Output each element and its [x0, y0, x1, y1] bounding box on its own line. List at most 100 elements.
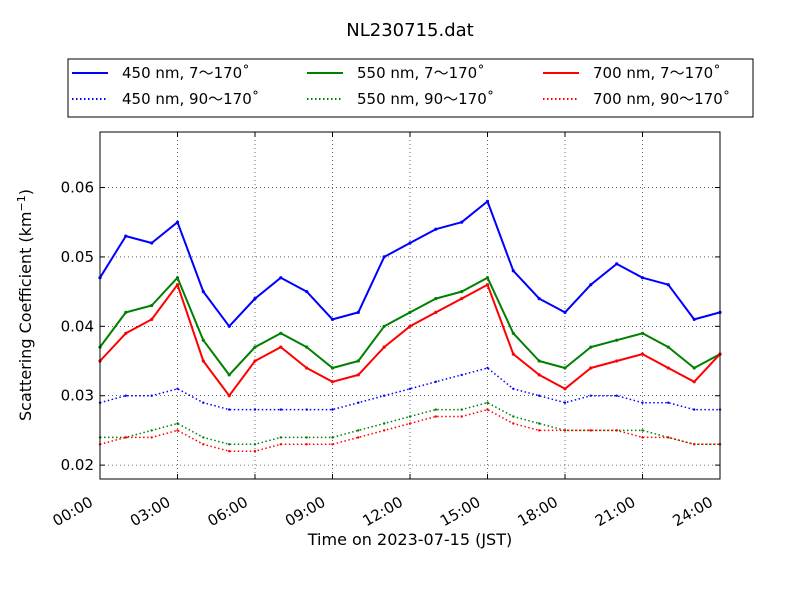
data-point	[124, 234, 128, 238]
data-point	[279, 436, 282, 439]
y-axis-label-base: Scattering Coefficient (km	[16, 211, 35, 421]
data-point	[486, 401, 489, 404]
legend-frame	[67, 58, 754, 118]
data-point	[228, 443, 231, 446]
legend-label-3: 550 nm, 90～170˚	[357, 90, 494, 108]
y-tick-label: 0.06	[61, 179, 94, 197]
data-point	[331, 408, 334, 411]
data-point	[615, 394, 618, 397]
data-point	[253, 450, 257, 453]
data-point	[563, 366, 567, 370]
data-point	[305, 436, 308, 439]
y-axis-label: Scattering Coefficient (km−1)	[15, 189, 35, 421]
data-point	[641, 429, 644, 432]
y-tick-label: 0.03	[61, 387, 94, 405]
data-point	[512, 415, 515, 418]
data-point	[253, 359, 257, 363]
data-point	[640, 276, 645, 280]
data-point	[330, 380, 335, 384]
data-point	[460, 297, 464, 301]
data-point	[512, 387, 515, 390]
data-point	[305, 290, 309, 294]
data-point	[124, 331, 128, 335]
data-point	[563, 401, 567, 404]
legend-label-4: 700 nm, 7～170˚	[593, 64, 721, 82]
y-tick-label: 0.02	[61, 456, 94, 474]
data-point	[176, 387, 179, 390]
data-point	[589, 366, 593, 370]
data-point	[408, 310, 412, 314]
data-point	[563, 387, 567, 391]
data-point	[460, 373, 463, 377]
data-point	[615, 429, 618, 432]
data-point	[486, 366, 489, 370]
data-point	[253, 443, 257, 446]
data-point	[383, 422, 386, 425]
data-point	[538, 422, 541, 425]
data-point	[434, 310, 438, 314]
data-point	[589, 394, 592, 397]
data-point	[227, 394, 231, 398]
data-point	[279, 345, 283, 349]
y-tick-label: 0.05	[61, 248, 94, 266]
data-point	[615, 359, 619, 363]
data-point	[150, 317, 154, 321]
data-point	[382, 255, 386, 259]
data-point	[563, 310, 567, 314]
legend-label-5: 700 nm, 90～170˚	[593, 90, 730, 108]
data-point	[150, 241, 154, 245]
data-point	[176, 429, 179, 432]
data-point	[692, 366, 696, 370]
data-point	[382, 345, 386, 349]
data-point	[512, 422, 515, 425]
data-point	[640, 352, 645, 356]
data-point	[305, 345, 309, 349]
data-point	[356, 359, 360, 363]
y-tick-label: 0.04	[61, 317, 94, 335]
data-point	[150, 429, 153, 432]
data-point	[331, 436, 334, 439]
data-point	[279, 331, 283, 335]
data-point	[227, 324, 231, 328]
data-point	[511, 269, 515, 273]
data-point	[460, 290, 464, 294]
data-point	[357, 436, 360, 439]
data-point	[124, 310, 128, 314]
data-point	[641, 401, 644, 404]
data-point	[408, 241, 412, 245]
data-point	[253, 297, 257, 301]
data-point	[537, 297, 541, 301]
data-point	[589, 429, 592, 432]
data-point	[330, 366, 335, 370]
data-point	[460, 220, 464, 224]
data-point	[201, 338, 205, 342]
data-point	[124, 394, 128, 397]
data-point	[434, 415, 437, 418]
y-axis-label-close: )	[16, 189, 35, 195]
data-point	[383, 429, 386, 432]
data-point	[408, 415, 412, 418]
data-point	[511, 331, 515, 335]
data-point	[640, 331, 645, 335]
data-point	[331, 443, 334, 446]
data-point	[279, 276, 283, 280]
data-point	[693, 443, 696, 446]
data-point	[383, 394, 386, 397]
data-point	[511, 352, 515, 356]
data-point	[228, 408, 231, 411]
data-point	[253, 345, 257, 349]
data-point	[305, 408, 308, 411]
data-point	[175, 220, 180, 224]
legend: 450 nm, 7～170˚ 450 nm, 90～170˚ 550 nm, 7～1…	[67, 58, 754, 118]
data-point	[434, 408, 437, 411]
data-point	[434, 227, 438, 231]
data-point	[434, 297, 438, 301]
data-point	[615, 338, 619, 342]
data-point	[305, 443, 308, 446]
data-point	[538, 429, 541, 432]
data-point	[538, 394, 541, 397]
data-point	[667, 436, 670, 439]
data-point	[434, 380, 437, 383]
data-point	[692, 380, 696, 384]
